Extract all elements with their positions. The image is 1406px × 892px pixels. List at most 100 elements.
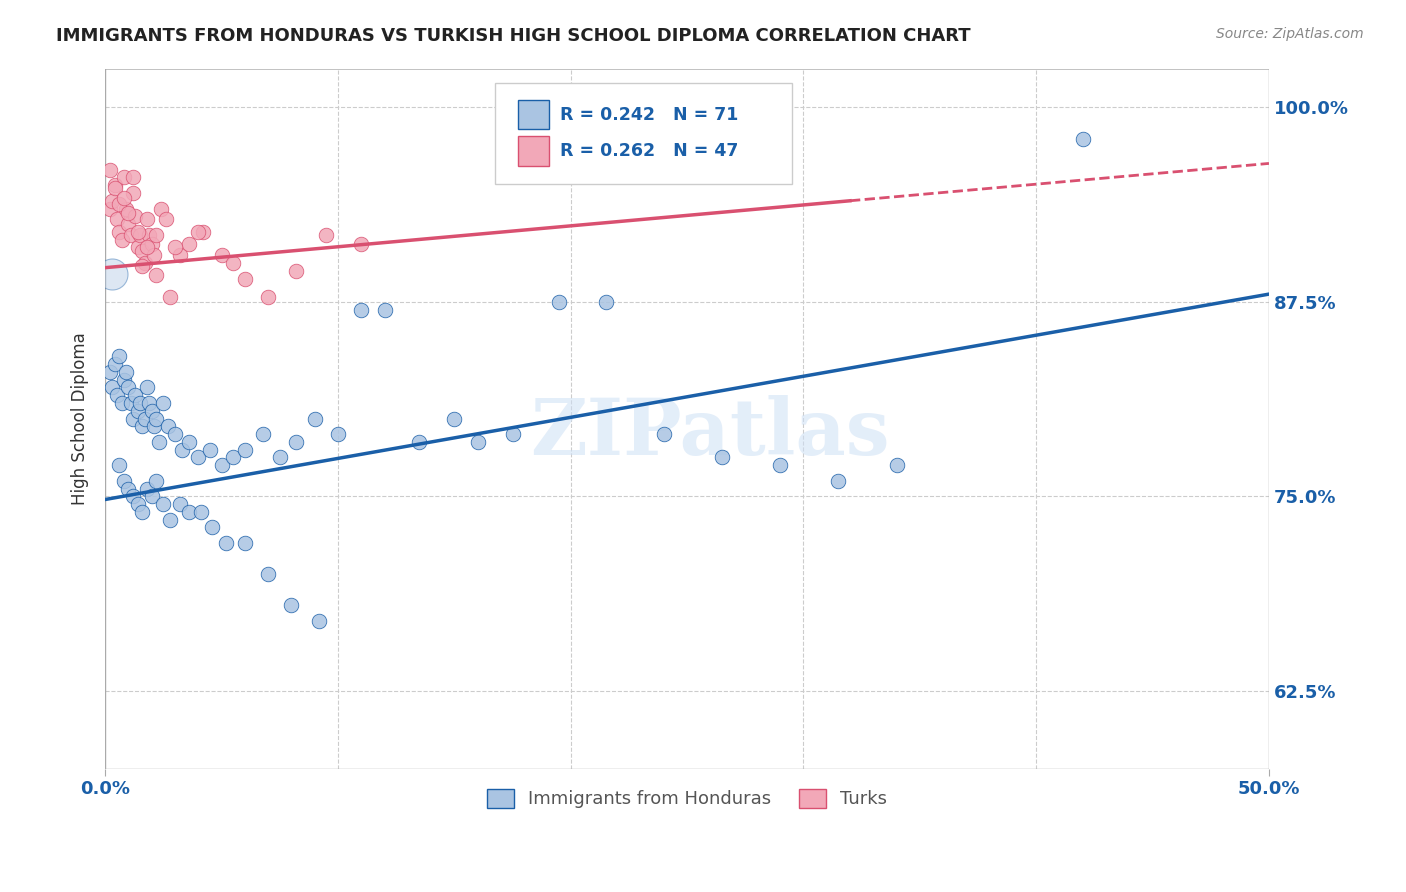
Legend: Immigrants from Honduras, Turks: Immigrants from Honduras, Turks	[479, 781, 894, 815]
Point	[187, 450, 209, 465]
FancyBboxPatch shape	[519, 136, 548, 166]
Point	[198, 442, 221, 457]
Point	[112, 373, 135, 387]
Point	[127, 404, 149, 418]
Point	[233, 442, 256, 457]
Text: R = 0.242   N = 71: R = 0.242 N = 71	[560, 106, 738, 124]
Point	[326, 427, 349, 442]
Point	[155, 212, 177, 227]
FancyBboxPatch shape	[495, 83, 792, 184]
Point	[110, 233, 132, 247]
Point	[141, 237, 163, 252]
Point	[159, 513, 181, 527]
Point	[98, 365, 121, 379]
Point	[117, 380, 139, 394]
Point	[152, 396, 174, 410]
Point	[408, 434, 430, 449]
Point	[110, 396, 132, 410]
Point	[548, 294, 571, 309]
Point	[134, 411, 156, 425]
Point	[163, 427, 186, 442]
Point	[211, 248, 233, 262]
Point	[252, 427, 274, 442]
Point	[443, 411, 465, 425]
Point	[211, 458, 233, 473]
Point	[170, 442, 193, 457]
Point	[115, 202, 138, 216]
Point	[103, 178, 125, 193]
Point	[138, 227, 160, 242]
Point	[177, 434, 200, 449]
Text: ZIPatlas: ZIPatlas	[530, 394, 890, 471]
Point	[112, 170, 135, 185]
Point	[131, 259, 153, 273]
Point	[285, 264, 308, 278]
Point	[103, 357, 125, 371]
Point	[136, 212, 159, 227]
Point	[652, 427, 675, 442]
Point	[350, 302, 373, 317]
Point	[177, 237, 200, 252]
Text: IMMIGRANTS FROM HONDURAS VS TURKISH HIGH SCHOOL DIPLOMA CORRELATION CHART: IMMIGRANTS FROM HONDURAS VS TURKISH HIGH…	[56, 27, 972, 45]
Point	[115, 365, 138, 379]
Point	[131, 419, 153, 434]
Point	[157, 419, 180, 434]
Point	[131, 505, 153, 519]
Point	[886, 458, 908, 473]
Point	[163, 240, 186, 254]
Point	[117, 482, 139, 496]
Point	[308, 614, 330, 628]
Point	[285, 434, 308, 449]
Point	[145, 227, 167, 242]
Point	[136, 240, 159, 254]
Point	[127, 497, 149, 511]
Point	[98, 162, 121, 177]
Point	[131, 244, 153, 258]
Point	[257, 567, 280, 582]
Point	[117, 206, 139, 220]
Point	[595, 294, 617, 309]
Point	[187, 225, 209, 239]
Point	[101, 194, 124, 208]
Point	[257, 290, 280, 304]
Text: Source: ZipAtlas.com: Source: ZipAtlas.com	[1216, 27, 1364, 41]
Point	[233, 536, 256, 550]
Point	[112, 191, 135, 205]
Point	[101, 380, 124, 394]
Point	[129, 396, 152, 410]
Point	[233, 271, 256, 285]
FancyBboxPatch shape	[519, 100, 548, 129]
Y-axis label: High School Diploma: High School Diploma	[72, 332, 89, 505]
Point	[124, 388, 146, 402]
Point	[127, 240, 149, 254]
Point	[222, 256, 245, 270]
Point	[108, 225, 131, 239]
Point	[169, 497, 191, 511]
Point	[169, 248, 191, 262]
Point	[191, 225, 214, 239]
Point	[145, 474, 167, 488]
Point	[745, 100, 768, 114]
Point	[108, 458, 131, 473]
Point	[108, 197, 131, 211]
Point	[222, 450, 245, 465]
Point	[350, 237, 373, 252]
Point	[124, 210, 146, 224]
Point	[101, 267, 124, 281]
Point	[122, 170, 145, 185]
Point	[148, 434, 170, 449]
Point	[136, 482, 159, 496]
Point	[103, 181, 125, 195]
Point	[138, 396, 160, 410]
Point	[280, 599, 302, 613]
Point	[827, 474, 849, 488]
Point	[98, 202, 121, 216]
Point	[141, 404, 163, 418]
Point	[105, 212, 128, 227]
Point	[315, 227, 337, 242]
Point	[1071, 131, 1094, 145]
Point	[502, 427, 524, 442]
Point	[105, 388, 128, 402]
Point	[269, 450, 291, 465]
Point	[117, 217, 139, 231]
